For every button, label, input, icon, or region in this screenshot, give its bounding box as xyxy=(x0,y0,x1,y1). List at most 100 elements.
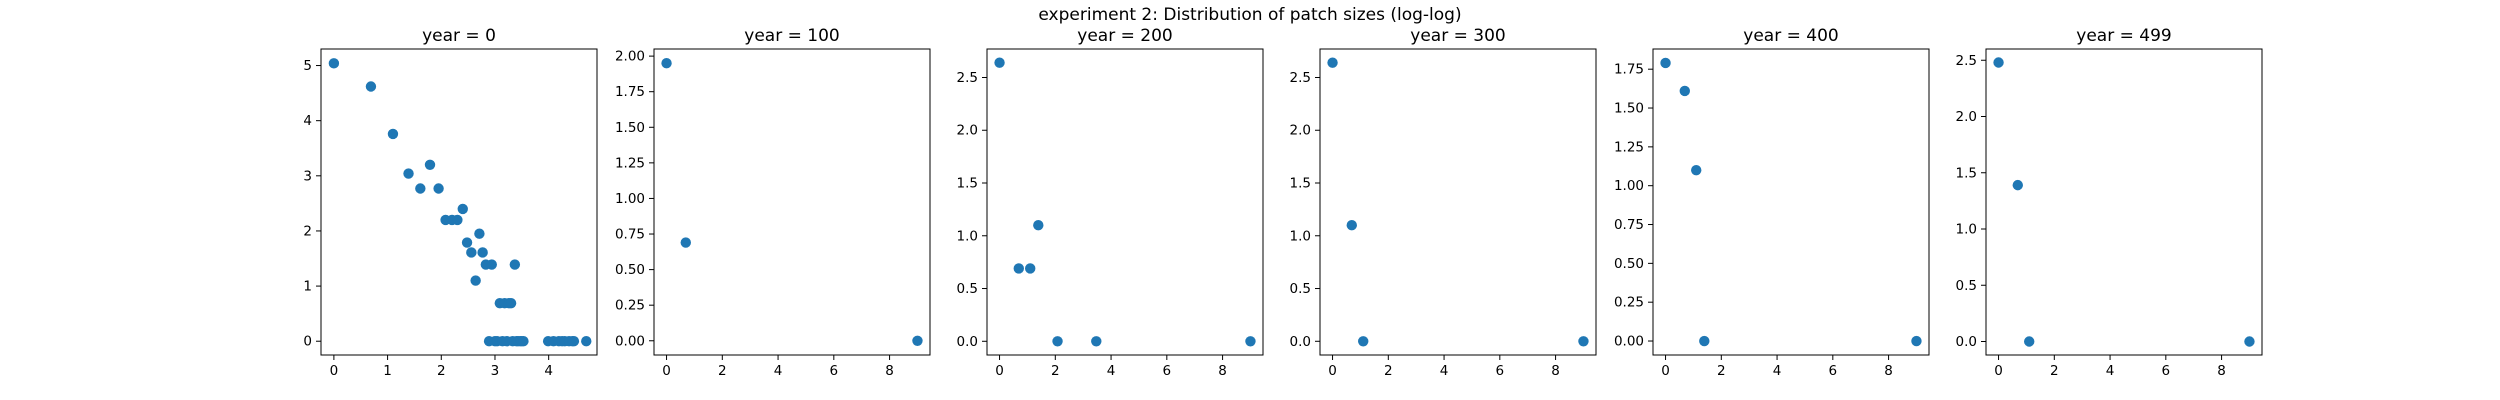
data-point xyxy=(680,237,691,248)
y-tick-label: 0.25 xyxy=(615,298,645,314)
subplot-5: year = 499 0 2 4 6 8 0.0 0.5 1.0 1.5 2.0 2.5 xyxy=(1956,26,2263,379)
y-axis-ticks: 0.0 0.5 1.0 1.5 2.0 2.5 xyxy=(957,70,987,350)
y-tick-label: 1.25 xyxy=(1614,139,1644,155)
axes-frame xyxy=(320,48,598,356)
subplot-4: year = 400 0 2 4 6 8 0.00 0.25 0.50 0.75 1.00 1.25 1… xyxy=(1614,26,1930,379)
subplot-title: year = 400 xyxy=(1743,26,1838,46)
y-tick-label: 0.0 xyxy=(1290,334,1311,350)
x-tick-label: 4 xyxy=(1440,363,1449,379)
data-point xyxy=(457,203,468,215)
subplot-title: year = 499 xyxy=(2076,26,2171,46)
y-tick-label: 0.5 xyxy=(957,281,978,297)
data-point xyxy=(1699,335,1710,347)
data-point xyxy=(477,247,488,258)
y-tick-label: 1.50 xyxy=(615,120,645,136)
x-axis-ticks: 0 2 4 6 8 xyxy=(1328,355,1560,379)
data-point xyxy=(2012,179,2023,191)
data-point xyxy=(1993,57,2004,68)
x-tick-label: 2 xyxy=(1384,363,1393,379)
x-tick-label: 2 xyxy=(1717,363,1726,379)
x-tick-label: 2 xyxy=(437,363,446,379)
x-tick-label: 0 xyxy=(1661,363,1670,379)
data-point xyxy=(470,275,481,286)
y-tick-label: 1.00 xyxy=(1614,178,1644,194)
y-axis-ticks: 0.0 0.5 1.0 1.5 2.0 2.5 xyxy=(1290,70,1320,350)
data-point xyxy=(1346,220,1357,231)
y-tick-label: 0.0 xyxy=(1956,334,1977,350)
data-point xyxy=(452,214,463,226)
y-tick-label: 0.75 xyxy=(615,227,645,243)
subplot-title: year = 0 xyxy=(422,26,496,46)
x-axis-ticks: 0 2 4 6 8 xyxy=(662,355,894,379)
y-tick-label: 0 xyxy=(303,334,312,350)
data-point xyxy=(466,247,477,258)
y-tick-label: 0.50 xyxy=(615,262,645,278)
x-tick-label: 4 xyxy=(544,363,553,379)
data-points xyxy=(661,58,923,346)
y-tick-label: 0.00 xyxy=(615,333,645,349)
y-tick-label: 2.0 xyxy=(1290,123,1311,139)
x-tick-label: 4 xyxy=(774,363,783,379)
x-tick-label: 2 xyxy=(718,363,727,379)
data-point xyxy=(486,259,497,270)
x-axis-ticks: 0 2 4 6 8 xyxy=(1994,355,2226,379)
x-tick-label: 0 xyxy=(330,363,339,379)
x-tick-label: 0 xyxy=(995,363,1004,379)
subplot-title: year = 300 xyxy=(1410,26,1505,46)
x-tick-label: 8 xyxy=(885,363,894,379)
data-point xyxy=(415,183,426,194)
y-tick-label: 2 xyxy=(303,223,312,239)
y-tick-label: 1.25 xyxy=(615,155,645,171)
x-tick-label: 6 xyxy=(1829,363,1838,379)
data-points xyxy=(1327,57,1589,347)
data-point xyxy=(568,336,580,347)
x-tick-label: 2 xyxy=(2050,363,2059,379)
y-tick-label: 0.75 xyxy=(1614,217,1644,233)
data-point xyxy=(661,58,672,69)
y-tick-label: 2.5 xyxy=(1290,70,1311,86)
axes-frame xyxy=(1319,48,1597,356)
y-tick-label: 2.0 xyxy=(957,123,978,139)
x-tick-label: 0 xyxy=(662,363,671,379)
data-point xyxy=(328,58,340,69)
y-tick-label: 0.5 xyxy=(1956,278,1977,294)
x-tick-label: 4 xyxy=(1107,363,1116,379)
x-tick-label: 1 xyxy=(383,363,392,379)
y-tick-label: 1.00 xyxy=(615,191,645,207)
data-point xyxy=(912,335,923,346)
data-points xyxy=(1660,57,1922,347)
y-tick-label: 0.0 xyxy=(957,334,978,350)
data-point xyxy=(1660,57,1671,69)
x-tick-label: 6 xyxy=(830,363,839,379)
y-tick-label: 3 xyxy=(303,168,312,184)
y-tick-label: 2.5 xyxy=(957,70,978,86)
subplot-0: year = 0 0 1 2 3 4 0 1 2 3 4 5 xyxy=(303,26,598,379)
y-tick-label: 2.00 xyxy=(615,49,645,65)
x-axis-ticks: 0 2 4 6 8 xyxy=(995,355,1227,379)
data-point xyxy=(365,81,377,92)
data-point xyxy=(461,237,473,248)
data-points xyxy=(994,57,1256,347)
x-tick-label: 6 xyxy=(1496,363,1505,379)
y-tick-label: 1.75 xyxy=(1614,62,1644,78)
data-point xyxy=(1033,220,1044,231)
subplot-title: year = 100 xyxy=(744,26,839,46)
axes-frame xyxy=(1985,48,2263,356)
data-point xyxy=(505,297,517,309)
x-tick-label: 0 xyxy=(1994,363,2003,379)
data-point xyxy=(994,57,1005,68)
data-point xyxy=(1327,57,1338,68)
data-point xyxy=(1052,336,1063,347)
data-point xyxy=(1091,336,1102,347)
data-point xyxy=(1025,263,1036,274)
y-tick-label: 4 xyxy=(303,113,312,129)
x-tick-label: 4 xyxy=(2106,363,2115,379)
subplot-title: year = 200 xyxy=(1077,26,1172,46)
y-tick-label: 1.50 xyxy=(1614,101,1644,117)
data-point xyxy=(2244,336,2255,347)
x-axis-ticks: 0 1 2 3 4 xyxy=(330,355,553,379)
y-axis-ticks: 0 1 2 3 4 5 xyxy=(303,58,321,350)
y-axis-ticks: 0.00 0.25 0.50 0.75 1.00 1.25 1.50 1.75 xyxy=(1614,62,1653,350)
